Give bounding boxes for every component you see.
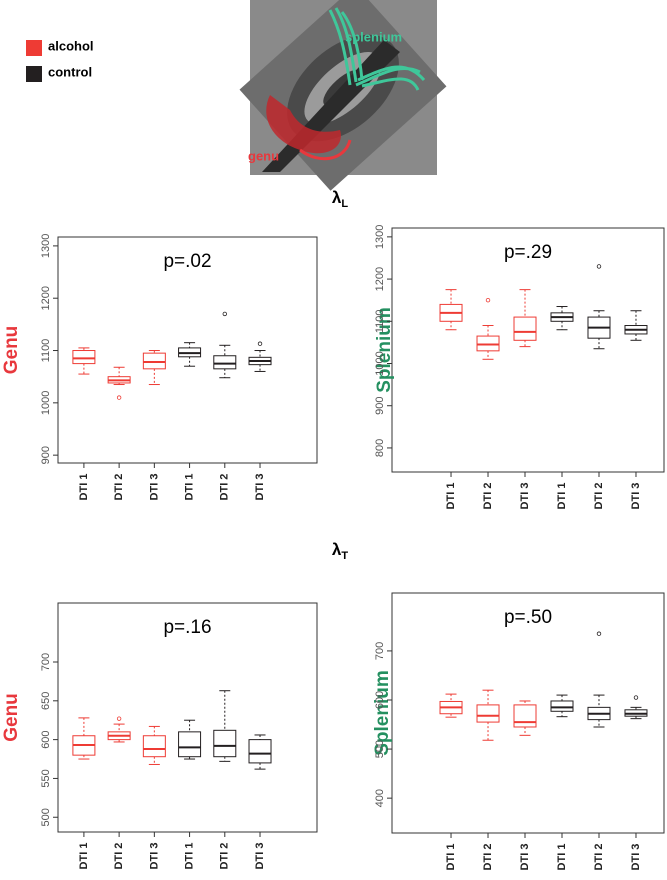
image-label: splenium — [345, 29, 402, 44]
x-tick-label: DTI 1 — [183, 474, 195, 501]
x-tick-label: DTI 2 — [219, 474, 231, 501]
y-tick-label: 1300 — [374, 225, 386, 249]
y-tick-label: 650 — [40, 692, 52, 710]
legend-swatch — [26, 40, 42, 56]
y-tick-label: 1200 — [40, 286, 52, 310]
x-tick-label: DTI 2 — [113, 843, 125, 870]
subscript: L — [341, 198, 348, 210]
x-tick-label: DTI 2 — [482, 844, 494, 871]
box — [72, 350, 96, 365]
y-tick-label: 700 — [374, 642, 386, 660]
x-tick-label: DTI 1 — [556, 844, 568, 871]
box — [178, 731, 202, 758]
y-tick-label: 800 — [374, 439, 386, 457]
y-tick-label: 600 — [374, 691, 386, 709]
legend-swatch — [26, 66, 42, 82]
y-tick-label: 900 — [40, 446, 52, 464]
chart-title: p=.02 — [163, 251, 211, 272]
outlier — [222, 311, 227, 317]
box — [248, 739, 272, 764]
x-tick-label: DTI 3 — [254, 474, 266, 501]
x-tick-label: DTI 2 — [113, 474, 125, 501]
symbol: λ — [332, 188, 342, 207]
y-tick-label: 1200 — [374, 267, 386, 291]
image-label: genu — [248, 148, 279, 163]
symbol: λ — [332, 540, 342, 559]
x-tick-label: DTI 2 — [593, 483, 605, 510]
section-heading: λL — [332, 188, 348, 209]
x-tick-label: DTI 1 — [183, 843, 195, 870]
x-tick-label: DTI 2 — [593, 844, 605, 871]
outlier — [116, 395, 122, 400]
y-tick-label: 900 — [374, 397, 386, 415]
subscript: T — [341, 550, 348, 562]
outlier — [596, 631, 602, 636]
box — [513, 704, 537, 728]
y-tick-label: 1000 — [374, 351, 386, 375]
chart-title: p=.29 — [504, 242, 552, 263]
x-tick-label: DTI 3 — [630, 483, 642, 510]
y-tick-label: 1100 — [40, 339, 52, 363]
plot-frame — [57, 602, 318, 833]
x-tick-label: DTI 1 — [78, 474, 90, 501]
x-tick-label: DTI 3 — [254, 843, 266, 870]
y-tick-label: 550 — [40, 769, 52, 787]
y-tick-label: 1300 — [40, 234, 52, 258]
chart-title: p=.16 — [163, 617, 211, 638]
y-axis-label: Genu — [1, 693, 22, 742]
y-tick-label: 500 — [40, 808, 52, 826]
brain-image — [239, 0, 447, 191]
y-tick-label: 600 — [40, 730, 52, 748]
box — [142, 735, 166, 758]
x-tick-label: DTI 3 — [630, 844, 642, 871]
x-tick-label: DTI 2 — [482, 483, 494, 510]
y-axis-label: Splenium — [372, 670, 393, 756]
x-tick-label: DTI 3 — [519, 844, 531, 871]
x-tick-label: DTI 1 — [78, 843, 90, 870]
y-tick-label: 1100 — [374, 309, 386, 333]
y-axis-label: Genu — [1, 326, 22, 375]
box — [513, 316, 537, 341]
y-tick-label: 1000 — [40, 391, 52, 415]
box — [213, 355, 237, 370]
outlier — [485, 297, 491, 303]
x-tick-label: DTI 1 — [445, 483, 457, 510]
y-axis-label: Splenium — [374, 307, 395, 393]
x-tick-label: DTI 3 — [519, 483, 531, 510]
outlier — [116, 716, 122, 721]
x-tick-label: DTI 2 — [219, 843, 231, 870]
chart-title: p=.50 — [504, 607, 552, 628]
section-heading: λT — [332, 540, 348, 561]
y-tick-label: 700 — [40, 653, 52, 671]
plot-frame — [391, 592, 665, 834]
box — [213, 729, 237, 758]
outlier — [633, 695, 639, 700]
legend-label: alcohol — [48, 38, 94, 53]
y-tick-label: 500 — [374, 740, 386, 758]
box — [142, 352, 166, 370]
outlier — [257, 341, 263, 346]
box — [550, 700, 574, 712]
x-tick-label: DTI 3 — [148, 843, 160, 870]
box — [476, 704, 500, 723]
x-tick-label: DTI 1 — [445, 844, 457, 871]
plot-frame — [57, 236, 318, 464]
x-tick-label: DTI 3 — [148, 474, 160, 501]
plot-frame — [391, 227, 665, 473]
box — [476, 335, 500, 352]
legend-label: control — [48, 64, 92, 79]
y-tick-label: 400 — [374, 789, 386, 807]
x-tick-label: DTI 1 — [556, 483, 568, 510]
outlier — [596, 264, 602, 269]
